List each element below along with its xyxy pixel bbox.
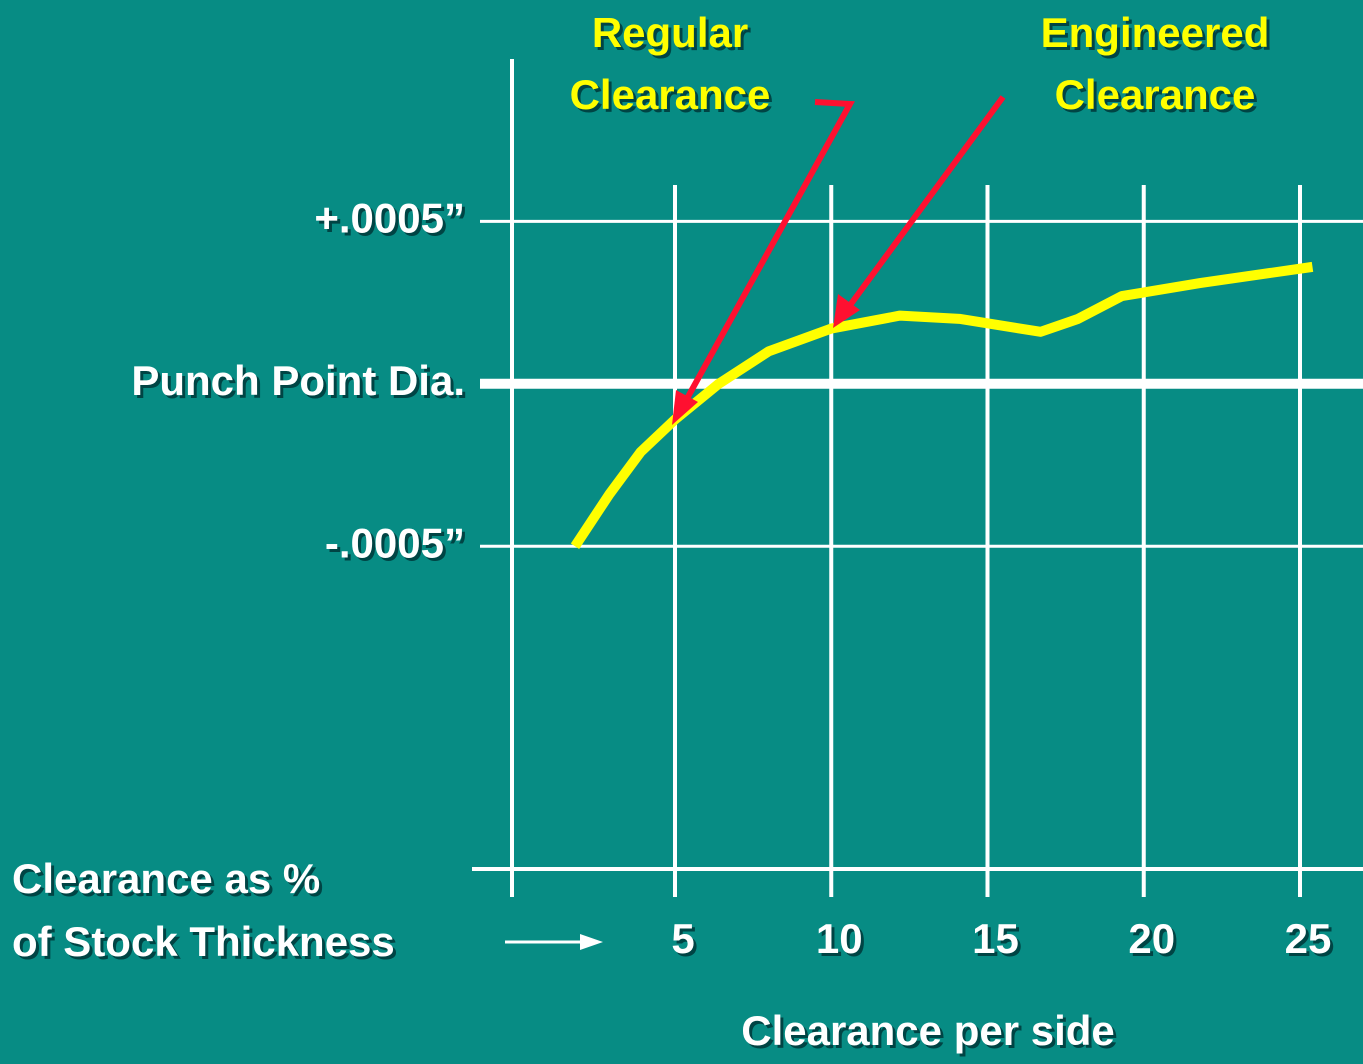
arrowhead <box>672 390 698 425</box>
annotation: Engineered <box>1041 9 1270 56</box>
arrow <box>681 99 855 406</box>
annotation: Clearance <box>570 71 771 118</box>
x-tick-label: 20 <box>1128 915 1175 962</box>
annotation: Clearance <box>1055 71 1256 118</box>
y-tick-label: Punch Point Dia. <box>131 357 465 404</box>
y-tick-label: +.0005” <box>314 194 465 241</box>
x-tick-label: 25 <box>1285 915 1332 962</box>
arrowhead <box>833 294 860 328</box>
arrow <box>845 95 1006 310</box>
x-tick-label: 10 <box>816 915 863 962</box>
x-note: of Stock Thickness <box>12 918 395 965</box>
x-tick-label: 5 <box>671 915 694 962</box>
note-arrowhead <box>580 934 603 950</box>
x-tick-label: 15 <box>972 915 1019 962</box>
annotation: Regular <box>592 9 748 56</box>
x-axis-label: Clearance per side <box>741 1007 1115 1054</box>
y-tick-label: -.0005” <box>325 519 465 566</box>
plot: +.0005” Punch Point Dia. -.0005” 5 10 15 20 25 <box>131 59 1363 962</box>
arrows <box>505 95 1006 950</box>
x-note: Clearance as % <box>12 855 320 902</box>
data-line <box>570 261 1314 549</box>
